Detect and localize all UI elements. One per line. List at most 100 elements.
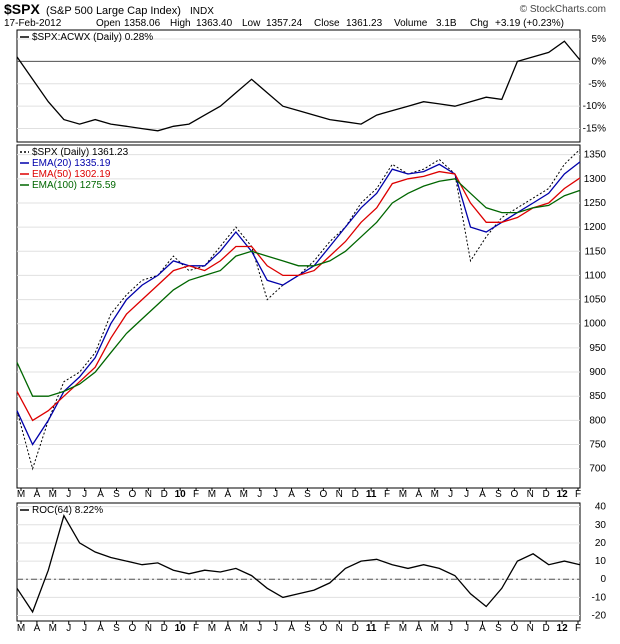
x-tick-label: A bbox=[97, 489, 104, 500]
y-tick-label-roc: -20 bbox=[592, 611, 607, 622]
low-label: Low bbox=[242, 18, 261, 29]
x-tick-label: O bbox=[129, 489, 137, 500]
x-tick-label: M bbox=[399, 489, 407, 500]
x-tick-label: J bbox=[273, 489, 278, 500]
x-tick-label: J bbox=[257, 623, 262, 634]
y-tick-label-roc: 0 bbox=[600, 574, 606, 585]
y-tick-label-price: 1000 bbox=[584, 319, 607, 330]
y-tick-label-price: 700 bbox=[589, 464, 606, 475]
legend-label-price: $SPX (Daily) 1361.23 bbox=[32, 147, 129, 158]
x-tick-label: A bbox=[34, 489, 41, 500]
y-tick-label-price: 1050 bbox=[584, 295, 607, 306]
x-tick-label: J bbox=[66, 489, 71, 500]
x-tick-label: S bbox=[304, 623, 311, 634]
x-tick-label: A bbox=[288, 489, 295, 500]
x-tick-label: D bbox=[161, 489, 168, 500]
close-label: Close bbox=[314, 18, 340, 29]
x-tick-label: A bbox=[479, 623, 486, 634]
x-tick-label: O bbox=[129, 623, 137, 634]
change-value: +3.19 (+0.23%) bbox=[495, 18, 564, 29]
x-tick-label: A bbox=[416, 623, 423, 634]
x-tick-label: M bbox=[17, 489, 25, 500]
series-line-roc-0 bbox=[16, 514, 581, 614]
x-tick-label: F bbox=[384, 489, 390, 500]
x-tick-label: F bbox=[193, 489, 199, 500]
x-tick-label: M bbox=[431, 489, 439, 500]
x-tick-label: A bbox=[97, 623, 104, 634]
x-tick-label: J bbox=[82, 623, 87, 634]
y-tick-label-price: 1350 bbox=[584, 150, 607, 161]
x-tick-label: 10 bbox=[175, 489, 187, 500]
x-tick-label: N bbox=[145, 489, 152, 500]
y-tick-label-roc: 40 bbox=[595, 502, 607, 513]
x-tick-label: O bbox=[319, 623, 327, 634]
legend-label-price: EMA(20) 1335.19 bbox=[32, 158, 111, 169]
x-tick-label: F bbox=[193, 623, 199, 634]
y-tick-label-roc: -10 bbox=[592, 592, 607, 603]
y-tick-label-price: 1100 bbox=[584, 270, 606, 281]
x-tick-label: S bbox=[495, 489, 502, 500]
x-tick-label: M bbox=[208, 623, 216, 634]
symbol-title: $SPX bbox=[4, 1, 40, 17]
x-tick-label: J bbox=[448, 489, 453, 500]
y-tick-label-roc: 20 bbox=[595, 538, 607, 549]
x-tick-label: M bbox=[240, 623, 248, 634]
x-tick-label: F bbox=[575, 489, 581, 500]
x-tick-label: M bbox=[399, 623, 407, 634]
y-tick-label-price: 900 bbox=[589, 367, 606, 378]
y-tick-label-price: 1250 bbox=[584, 198, 607, 209]
legend-label-roc: ROC(64) 8.22% bbox=[32, 505, 103, 516]
x-tick-label: N bbox=[336, 489, 343, 500]
x-tick-label: J bbox=[448, 623, 453, 634]
legend-label-price: EMA(100) 1275.59 bbox=[32, 180, 116, 191]
roc-panel-frame bbox=[16, 502, 581, 622]
x-tick-label: D bbox=[543, 489, 550, 500]
quote-date: 17-Feb-2012 bbox=[4, 18, 62, 29]
volume-label: Volume bbox=[394, 18, 428, 29]
x-tick-label: A bbox=[479, 489, 486, 500]
y-tick-label-relative-strength: -10% bbox=[583, 101, 606, 112]
symbol-description: (S&P 500 Large Cap Index) bbox=[46, 5, 181, 17]
x-tick-label: 12 bbox=[557, 489, 569, 500]
x-tick-label: S bbox=[113, 489, 120, 500]
y-tick-label-relative-strength: 0% bbox=[592, 56, 607, 67]
y-tick-label-roc: 10 bbox=[595, 556, 607, 567]
exchange-label: INDX bbox=[190, 6, 214, 17]
legend-label-price: EMA(50) 1302.19 bbox=[32, 169, 111, 180]
series-line-price-2 bbox=[16, 170, 581, 422]
x-tick-label: 11 bbox=[366, 489, 377, 500]
high-label: High bbox=[170, 18, 191, 29]
x-tick-label: S bbox=[113, 623, 120, 634]
x-tick-label: F bbox=[575, 623, 581, 634]
series-line-relative-strength-0 bbox=[16, 40, 581, 132]
watermark: © StockCharts.com bbox=[520, 4, 606, 15]
x-tick-label: A bbox=[225, 489, 232, 500]
x-tick-label: O bbox=[319, 489, 327, 500]
x-tick-label: S bbox=[495, 623, 502, 634]
x-tick-label: M bbox=[49, 623, 57, 634]
x-tick-label: J bbox=[66, 623, 71, 634]
y-tick-label-price: 1200 bbox=[584, 222, 607, 233]
series-line-price-3 bbox=[16, 178, 581, 397]
change-label: Chg bbox=[470, 18, 488, 29]
x-tick-label: J bbox=[464, 489, 469, 500]
legend-label-relative-strength: $SPX:ACWX (Daily) 0.28% bbox=[32, 32, 153, 43]
y-tick-label-price: 850 bbox=[589, 391, 606, 402]
x-tick-label: A bbox=[416, 489, 423, 500]
x-tick-label: F bbox=[384, 623, 390, 634]
x-tick-label: J bbox=[464, 623, 469, 634]
low-value: 1357.24 bbox=[266, 18, 303, 29]
price-panel-frame bbox=[16, 144, 581, 489]
x-tick-label: D bbox=[543, 623, 550, 634]
x-tick-label: O bbox=[510, 489, 518, 500]
y-tick-label-price: 800 bbox=[589, 415, 606, 426]
y-tick-label-price: 750 bbox=[589, 440, 606, 451]
x-tick-label: 12 bbox=[557, 623, 569, 634]
x-tick-label: A bbox=[225, 623, 232, 634]
x-tick-label: N bbox=[527, 623, 534, 634]
y-tick-label-price: 1300 bbox=[584, 174, 607, 185]
x-tick-label: S bbox=[304, 489, 311, 500]
y-tick-label-relative-strength: -5% bbox=[588, 79, 606, 90]
x-tick-label: D bbox=[161, 623, 168, 634]
